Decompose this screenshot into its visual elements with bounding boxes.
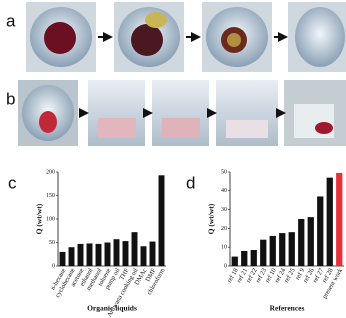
y-tick-label: 200	[46, 169, 55, 175]
sample	[39, 111, 57, 133]
y-tick-label: 40	[221, 188, 227, 194]
bar	[95, 243, 102, 266]
y-tick-label: 150	[46, 193, 55, 199]
y-tick-label: 20	[221, 226, 227, 232]
liquid	[98, 118, 136, 138]
bar	[279, 233, 286, 266]
y-tick-label: 50	[49, 240, 55, 246]
bar	[241, 250, 248, 266]
bar	[59, 251, 66, 266]
panel-label: c	[8, 173, 17, 192]
bar	[149, 241, 156, 266]
bar	[68, 247, 75, 266]
bar	[104, 242, 111, 266]
bar	[250, 250, 257, 266]
bar	[307, 217, 314, 266]
y-tick-label: 30	[221, 207, 227, 213]
y-tick-label: 0	[224, 263, 227, 269]
bar	[158, 175, 165, 266]
bar	[260, 239, 267, 266]
y-tick-label: 50	[221, 169, 227, 175]
liquid	[226, 120, 268, 138]
bar	[336, 172, 343, 266]
photo-row-b	[18, 80, 346, 146]
x-axis-label: Organic liquids	[87, 304, 137, 313]
bar	[113, 239, 120, 266]
bar	[231, 256, 238, 266]
liquid	[162, 118, 200, 138]
bar	[288, 232, 295, 266]
y-axis-label: Q (wt/wt)	[35, 203, 44, 234]
bar	[122, 241, 129, 266]
sponge	[227, 33, 241, 47]
bar	[86, 243, 93, 266]
y-tick-label: 100	[46, 216, 55, 222]
sample	[315, 122, 333, 134]
sample	[44, 22, 76, 54]
bar	[269, 235, 276, 266]
bar	[317, 196, 324, 266]
bar	[298, 219, 305, 266]
x-axis-label: References	[270, 304, 305, 313]
bar	[140, 246, 147, 266]
bar	[326, 177, 333, 266]
bar	[131, 232, 138, 266]
sample	[131, 24, 163, 56]
bar	[77, 243, 84, 266]
panel-label: b	[6, 89, 15, 108]
panel-label: d	[186, 173, 195, 192]
y-tick-label: 10	[221, 245, 227, 251]
y-axis-label: Q (wt/wt)	[207, 203, 216, 234]
panel-label: a	[6, 11, 16, 30]
photo-row-a	[26, 2, 346, 72]
sponge	[145, 12, 167, 28]
y-tick-label: 0	[52, 263, 55, 269]
dish	[295, 7, 345, 67]
